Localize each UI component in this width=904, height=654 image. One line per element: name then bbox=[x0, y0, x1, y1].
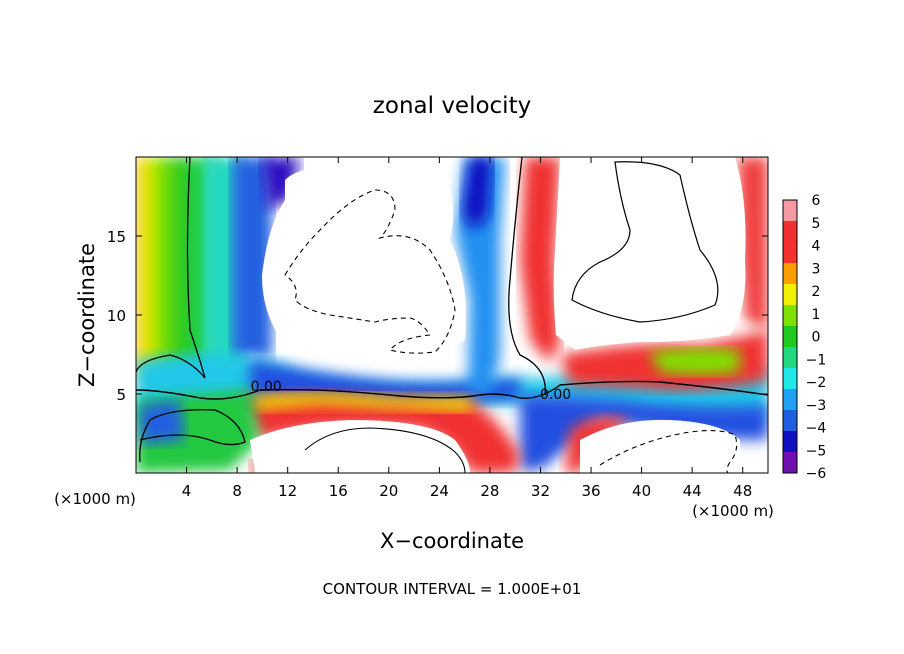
colorbar-label: −2 bbox=[806, 375, 827, 391]
contour-solid-center bbox=[508, 157, 546, 396]
x-axis: 4 8 12 16 20 24 28 32 36 40 44 48 bbox=[182, 157, 752, 500]
colorbar-swatch bbox=[783, 431, 797, 453]
field-red-column bbox=[520, 157, 560, 362]
colorbar-label: −1 bbox=[806, 352, 827, 368]
colorbar-swatch bbox=[783, 221, 797, 243]
x-tick-label: 8 bbox=[232, 482, 242, 500]
white-region-bottom-right bbox=[580, 419, 740, 473]
colorbar-label: −5 bbox=[806, 443, 827, 459]
x-tick-label: 24 bbox=[430, 482, 449, 500]
x-unit-left: (×1000 m) bbox=[54, 490, 136, 508]
colorbar-swatch bbox=[783, 326, 797, 348]
colorbar-label: 5 bbox=[812, 216, 821, 232]
contour-solid-left bbox=[136, 157, 206, 379]
colorbar-swatch bbox=[783, 410, 797, 432]
colorbar-label: 3 bbox=[812, 261, 821, 277]
colorbar-label: 4 bbox=[812, 239, 821, 255]
y-tick-label: 15 bbox=[107, 228, 126, 246]
field-right-band-green bbox=[650, 347, 740, 375]
field-lower-left-blue bbox=[140, 400, 185, 445]
field-red-right-edge bbox=[738, 157, 768, 330]
white-region-right bbox=[553, 157, 746, 350]
x-tick-label: 4 bbox=[182, 482, 192, 500]
colorbar-swatch bbox=[783, 452, 797, 474]
y-axis-label: Z−coordinate bbox=[75, 243, 99, 387]
colorbar-label: −4 bbox=[806, 421, 827, 437]
contour-solid-right-loop bbox=[571, 161, 719, 323]
contour-zero-main bbox=[136, 380, 768, 400]
contour-labels: 0.00 0.00 bbox=[251, 379, 572, 403]
contour-interval-footer: CONTOUR INTERVAL = 1.000E+01 bbox=[323, 580, 582, 598]
x-tick-label: 12 bbox=[278, 482, 297, 500]
y-axis: 5 10 15 bbox=[107, 228, 768, 404]
x-tick-label: 48 bbox=[733, 482, 752, 500]
colorbar-swatch bbox=[783, 389, 797, 411]
x-tick-label: 36 bbox=[581, 482, 600, 500]
contour-label: 0.00 bbox=[540, 387, 571, 403]
x-tick-label: 32 bbox=[531, 482, 550, 500]
colorbar-label: 0 bbox=[812, 330, 821, 346]
white-region-left bbox=[262, 165, 466, 360]
heatmap-field: 0.00 0.00 bbox=[136, 157, 768, 473]
x-tick-label: 28 bbox=[480, 482, 499, 500]
colorbar-label: 1 bbox=[812, 307, 821, 323]
colorbar-label: 6 bbox=[812, 193, 821, 209]
contour-solid-lower bbox=[139, 409, 246, 463]
field-blue-band bbox=[250, 360, 520, 404]
colorbar-swatch bbox=[783, 263, 797, 285]
y-tick-label: 5 bbox=[116, 386, 126, 404]
contour-dashed-bottom-right bbox=[599, 429, 738, 473]
x-axis-label: X−coordinate bbox=[380, 529, 524, 553]
colorbar-swatch bbox=[783, 305, 797, 327]
x-tick-label: 44 bbox=[683, 482, 702, 500]
colorbar-swatch bbox=[783, 347, 797, 369]
x-tick-label: 40 bbox=[632, 482, 651, 500]
y-tick-label: 10 bbox=[107, 307, 126, 325]
colorbar-label: −3 bbox=[806, 398, 827, 414]
contour-label: 0.00 bbox=[251, 379, 282, 395]
field-lower-blue bbox=[520, 395, 768, 470]
field-lower-red-band bbox=[240, 393, 520, 473]
chart-title: zonal velocity bbox=[373, 93, 531, 119]
colorbar-swatch bbox=[783, 284, 797, 306]
colorbar-swatch bbox=[783, 200, 797, 222]
colorbar-swatch bbox=[783, 242, 797, 264]
x-unit-right: (×1000 m) bbox=[692, 502, 774, 520]
x-tick-label: 20 bbox=[379, 482, 398, 500]
colorbar-label: −6 bbox=[806, 466, 827, 482]
field-left-column bbox=[136, 157, 216, 377]
colorbar-swatch bbox=[783, 368, 797, 390]
field-lower-yellow-band bbox=[250, 393, 472, 412]
colorbar: 6 5 4 3 2 1 0 −1 −2 −3 −4 −5 −6 bbox=[782, 193, 827, 482]
x-tick-label: 16 bbox=[329, 482, 348, 500]
colorbar-frame bbox=[782, 199, 798, 474]
colorbar-label: 2 bbox=[812, 284, 821, 300]
contour-solid-bottom-left bbox=[304, 427, 466, 473]
field-center-column-dark bbox=[462, 157, 492, 230]
